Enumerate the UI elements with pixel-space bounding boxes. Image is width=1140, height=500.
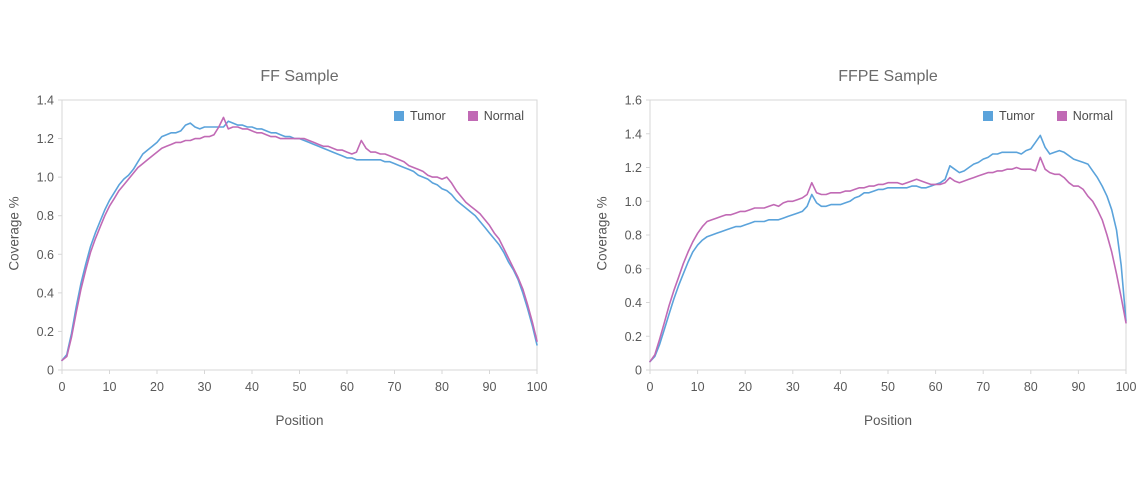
y-tick-label: 0 [635,364,642,378]
ff-plot-area: 0 0.2 0.4 0.6 0.8 1.0 1.2 1.4 0 10 20 30 40 50 60 70 80 9… [37,94,548,395]
y-tick-label: 1.0 [37,171,54,185]
x-tick-label: 10 [691,380,705,394]
x-tick-label: 100 [1116,380,1137,394]
tumor-swatch-icon [394,111,405,121]
x-tick-label: 30 [198,380,212,394]
series-line-normal [61,116,538,362]
chart-ffpe-sample: 0 0.2 0.4 0.6 0.8 1.0 1.2 1.4 1.6 0 10 20 30 40 50 60 70… [570,0,1140,500]
x-tick-label: 50 [881,380,895,394]
plot-border [649,99,1127,371]
x-tick-label: 40 [833,380,847,394]
x-tick-label: 60 [929,380,943,394]
legend-label-normal: Normal [483,109,524,123]
chart-title: FFPE Sample [838,68,938,85]
y-tick-label: 1.0 [625,195,642,209]
x-tick-label: 70 [976,380,990,394]
legend: Tumor Normal [394,109,524,123]
y-tick-label: 1.4 [37,94,54,108]
y-tick-label: 1.2 [37,132,54,146]
x-axis-title: Position [863,413,913,428]
y-tick-label: 0.4 [625,296,642,310]
legend-label-tumor: Tumor [410,109,446,123]
x-tick-label: 60 [340,380,354,394]
legend: Tumor Normal [983,109,1113,123]
plot-border [61,99,538,371]
series-line-normal [649,156,1127,363]
x-tick-label: 20 [738,380,752,394]
x-tick-label: 0 [647,380,654,394]
y-tick-label: 0.8 [37,209,54,223]
x-tick-label: 70 [388,380,402,394]
y-axis-title: Coverage % [6,196,22,271]
x-tick-label: 10 [103,380,117,394]
legend-item-tumor: Tumor [983,109,1035,123]
series-line-tumor [649,134,1127,363]
x-tick-label: 50 [293,380,307,394]
chart-title: FF Sample [260,68,339,85]
x-tick-label: 40 [245,380,259,394]
x-tick-label: 80 [435,380,449,394]
x-tick-label: 100 [527,380,548,394]
normal-swatch-icon [467,111,478,121]
y-axis-title: Coverage % [594,196,610,271]
tumor-swatch-icon [983,111,994,121]
series-line-tumor [61,120,538,362]
y-tick-label: 1.2 [625,161,642,175]
x-tick-label: 0 [59,380,66,394]
y-tick-label: 0.2 [37,325,54,339]
y-tick-label: 0.2 [625,330,642,344]
x-tick-label: 80 [1024,380,1038,394]
y-tick-label: 0.6 [625,262,642,276]
y-tick-label: 1.4 [625,127,642,141]
legend-label-normal: Normal [1072,109,1113,123]
y-tick-label: 0 [47,364,54,378]
y-tick-label: 1.6 [625,94,642,108]
x-tick-label: 20 [150,380,164,394]
legend-label-tumor: Tumor [999,109,1035,123]
x-tick-label: 30 [786,380,800,394]
legend-item-normal: Normal [467,109,524,123]
legend-item-tumor: Tumor [394,109,446,123]
x-axis-title: Position [275,413,324,428]
x-tick-label: 90 [483,380,497,394]
normal-swatch-icon [1056,111,1067,121]
legend-item-normal: Normal [1056,109,1113,123]
chart-ff-sample: 0 0.2 0.4 0.6 0.8 1.0 1.2 1.4 0 10 20 30 40 50 60 70 80 9… [6,68,548,428]
x-tick-label: 90 [1071,380,1085,394]
y-tick-label: 0.4 [37,286,54,300]
y-tick-label: 0.6 [37,248,54,262]
ffpe-plot-area: 0 0.2 0.4 0.6 0.8 1.0 1.2 1.4 1.6 0 10 20 30 40 50 60 70… [625,94,1137,395]
y-tick-label: 0.8 [625,229,642,243]
